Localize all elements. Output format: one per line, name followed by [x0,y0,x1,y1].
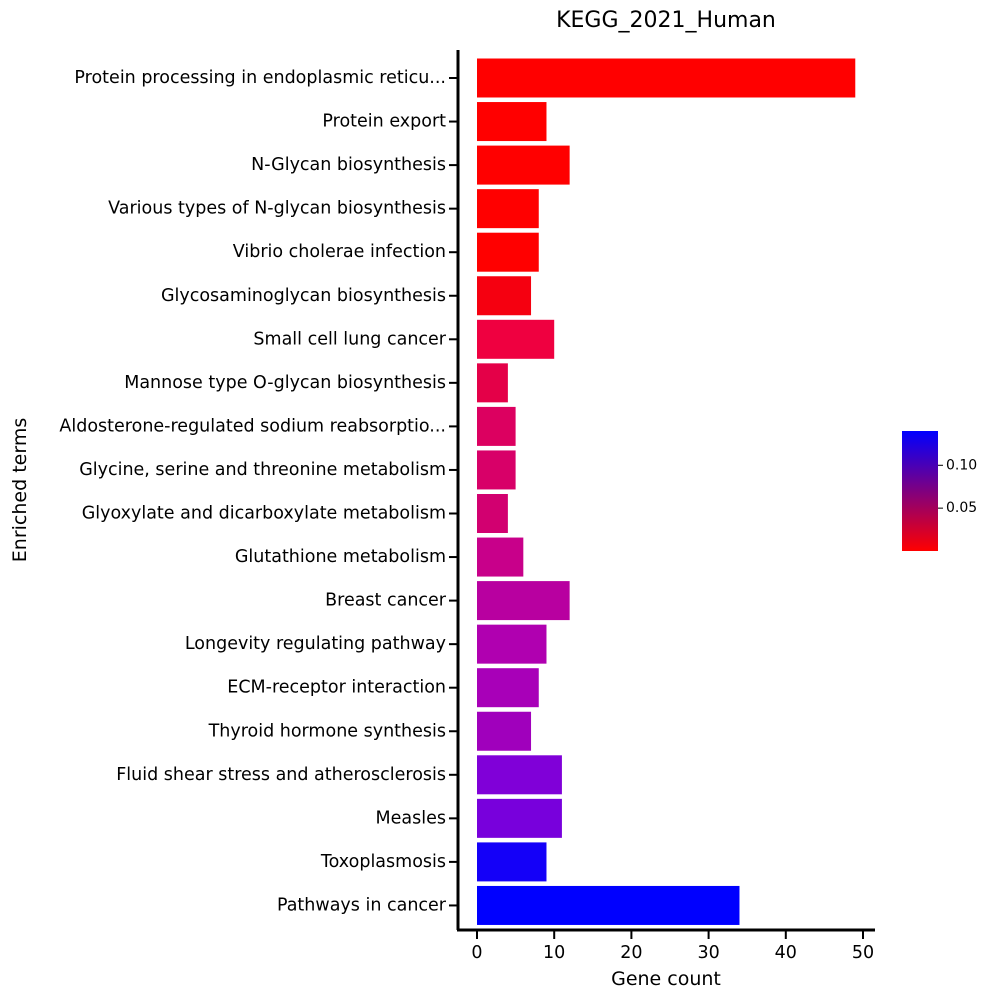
bar [477,189,539,229]
bars-group [477,58,856,925]
bar [477,232,539,272]
bar [477,668,539,708]
bar [477,145,570,185]
bar [477,363,508,403]
bar [477,711,532,751]
colorbar-ticks: 0.10 0.05 [938,457,977,516]
y-tick-label: Fluid shear stress and atherosclerosis [116,765,446,785]
bar [477,624,547,664]
bar [477,581,570,621]
bar [477,842,547,882]
bar [477,755,562,795]
y-tick-label: Glyoxylate and dicarboxylate metabolism [82,504,446,524]
y-tick-label: Pathways in cancer [277,895,447,915]
colorbar [902,431,938,551]
bar [477,406,516,446]
bar [477,537,524,577]
bar [477,885,740,925]
y-tick-label: Thyroid hormone synthesis [208,721,446,741]
y-tick-label: Measles [376,808,446,828]
y-tick-label: N-Glycan biosynthesis [251,155,446,175]
y-tick-label: Small cell lung cancer [253,329,446,349]
x-axis-title: Gene count [611,968,721,990]
y-tick-label: ECM-receptor interaction [227,678,446,698]
bar [477,798,562,838]
chart-title: KEGG_2021_Human [556,8,776,33]
y-axis-title: Enriched terms [9,418,31,562]
y-tick-label: Aldosterone-regulated sodium reabsorptio… [59,416,446,436]
y-tick-label: Various types of N-glycan biosynthesis [108,199,446,219]
bar [477,494,508,533]
bar [477,102,547,142]
x-tick-label: 30 [697,943,719,963]
y-tick-label: Protein export [322,112,446,132]
bar [477,319,555,359]
y-tick-label: Vibrio cholerae infection [233,242,446,262]
y-tick-label: Longevity regulating pathway [185,634,446,654]
y-tick-label: Glutathione metabolism [235,547,446,567]
x-axis-ticks: 0 10 20 30 40 50 [471,930,874,963]
x-tick-label: 50 [852,943,874,963]
y-tick-label: Glycine, serine and threonine metabolism [79,460,446,480]
bar [477,276,532,316]
x-tick-label: 0 [471,943,482,963]
y-tick-label: Glycosaminoglycan biosynthesis [161,286,446,306]
y-tick-label: Protein processing in endoplasmic reticu… [74,68,446,88]
y-tick-label: Breast cancer [325,591,447,611]
y-tick-label: Toxoplasmosis [320,852,446,872]
colorbar-tick-label: 0.10 [946,457,977,473]
bar [477,58,856,98]
colorbar-tick-label: 0.05 [946,500,977,516]
y-axis-ticks: Protein processing in endoplasmic reticu… [59,68,458,915]
bar [477,450,516,490]
x-tick-label: 40 [775,943,797,963]
x-tick-label: 10 [543,943,565,963]
x-tick-label: 20 [620,943,642,963]
y-tick-label: Mannose type O-glycan biosynthesis [124,373,446,393]
